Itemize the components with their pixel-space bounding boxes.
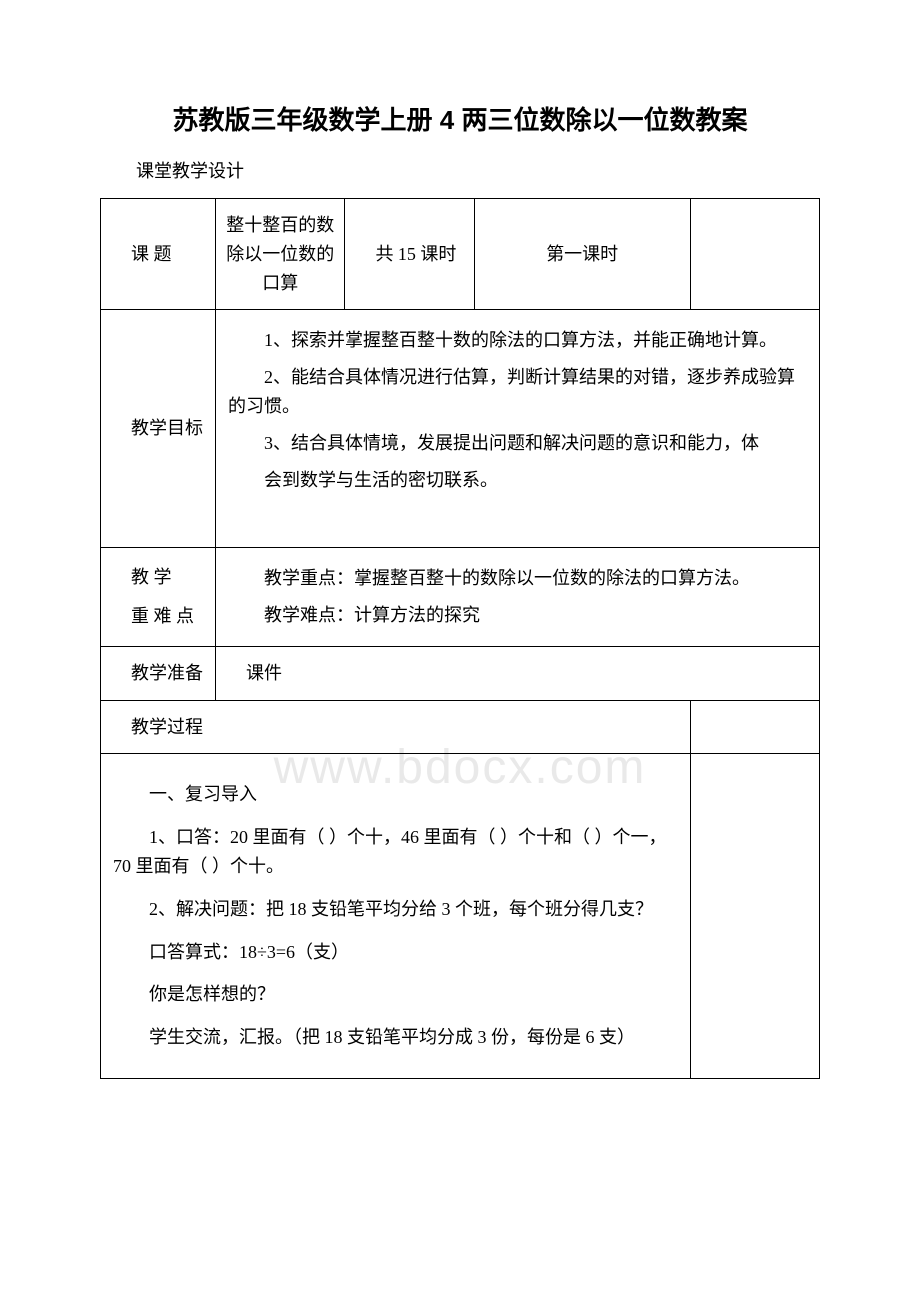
cell-process-empty: [690, 700, 819, 754]
cell-hours-value: 共 15 课时: [345, 199, 474, 310]
process-p3: 2、解决问题：把 18 支铅笔平均分给 3 个班，每个班分得几支？: [113, 895, 678, 924]
objective-1: 1、探索并掌握整百整十数的除法的口算方法，并能正确地计算。: [228, 326, 807, 355]
objective-2: 2、能结合具体情况进行估算，判断计算结果的对错，逐步养成验算的习惯。: [228, 363, 807, 421]
cell-prep-content: 课件: [216, 646, 820, 700]
objective-3: 3、结合具体情境，发展提出问题和解决问题的意识和能力，体: [228, 429, 807, 458]
table-row-header: 课 题 整十整百的数除以一位数的口算 共 15 课时 第一课时: [101, 199, 820, 310]
keypoint-2: 教学难点：计算方法的探究: [228, 601, 807, 630]
cell-objectives-label: 教学目标: [101, 310, 216, 548]
document-subtitle: 课堂教学设计: [100, 157, 820, 183]
process-p1: 一、复习导入: [113, 780, 678, 809]
process-p6: 学生交流，汇报。（把 18 支铅笔平均分成 3 份，每份是 6 支）: [113, 1023, 678, 1052]
cell-topic-value: 整十整百的数除以一位数的口算: [216, 199, 345, 310]
cell-process-label: 教学过程: [101, 700, 691, 754]
table-row-process-content: 一、复习导入 1、口答：20 里面有（ ）个十，46 里面有（ ）个十和（ ）个…: [101, 754, 820, 1079]
cell-prep-label: 教学准备: [101, 646, 216, 700]
cell-period-value: 第一课时: [474, 199, 690, 310]
process-p4: 口答算式：18÷3=6（支）: [113, 938, 678, 967]
prep-text: 课件: [228, 663, 282, 683]
cell-topic-label: 课 题: [101, 199, 216, 310]
cell-keypoints-label: 教 学 重 难 点: [101, 548, 216, 647]
table-row-process-header: 教学过程: [101, 700, 820, 754]
table-row-objectives: 教学目标 1、探索并掌握整百整十数的除法的口算方法，并能正确地计算。 2、能结合…: [101, 310, 820, 548]
process-p2: 1、口答：20 里面有（ ）个十，46 里面有（ ）个十和（ ）个一，70 里面…: [113, 823, 678, 881]
table-row-preparation: 教学准备 课件: [101, 646, 820, 700]
keypoints-label-2: 重 难 点: [131, 602, 207, 631]
cell-keypoints-content: 教学重点：掌握整百整十的数除以一位数的除法的口算方法。 教学难点：计算方法的探究: [216, 548, 820, 647]
keypoint-1: 教学重点：掌握整百整十的数除以一位数的除法的口算方法。: [228, 564, 807, 593]
cell-objectives-content: 1、探索并掌握整百整十数的除法的口算方法，并能正确地计算。 2、能结合具体情况进…: [216, 310, 820, 548]
cell-process-side-empty: [690, 754, 819, 1079]
lesson-plan-table: 课 题 整十整百的数除以一位数的口算 共 15 课时 第一课时 教学目标 1、探…: [100, 198, 820, 1079]
objective-spacer: [228, 502, 807, 531]
objective-4: 会到数学与生活的密切联系。: [228, 466, 807, 495]
cell-process-content: 一、复习导入 1、口答：20 里面有（ ）个十，46 里面有（ ）个十和（ ）个…: [101, 754, 691, 1079]
cell-empty: [690, 199, 819, 310]
table-row-keypoints: 教 学 重 难 点 教学重点：掌握整百整十的数除以一位数的除法的口算方法。 教学…: [101, 548, 820, 647]
document-title: 苏教版三年级数学上册 4 两三位数除以一位数教案: [100, 100, 820, 137]
process-p5: 你是怎样想的？: [113, 980, 678, 1009]
keypoints-label-1: 教 学: [131, 563, 207, 592]
